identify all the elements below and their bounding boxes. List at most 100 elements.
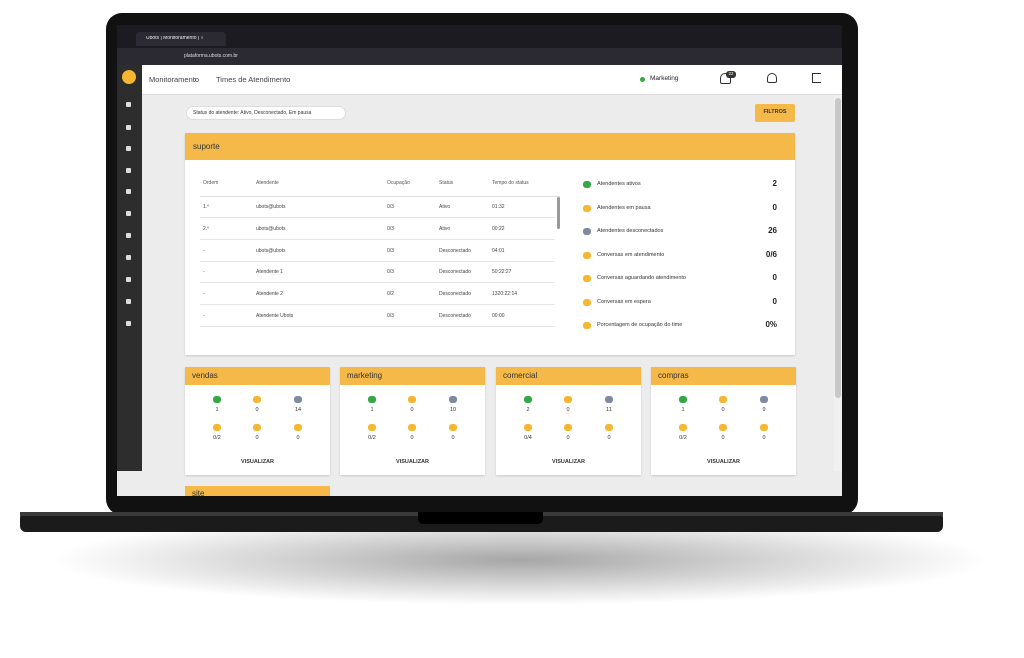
column-header: Ordem bbox=[203, 180, 219, 186]
team-card-header bbox=[185, 133, 795, 160]
table-cell: Desconectado bbox=[439, 248, 471, 254]
sidebar-icon[interactable] bbox=[126, 211, 131, 216]
table-cell: Desconectado bbox=[439, 313, 471, 319]
stat-label: Porcentagem de ocupação do time bbox=[597, 322, 683, 328]
status-dot bbox=[640, 77, 645, 82]
table-rule bbox=[200, 196, 560, 197]
table-cell: 0/3 bbox=[387, 269, 394, 275]
view-button[interactable]: VISUALIZAR bbox=[241, 459, 274, 465]
breadcrumb-root[interactable]: Monitoramento bbox=[149, 75, 200, 84]
sidebar-icon[interactable] bbox=[126, 255, 131, 260]
bell-icon[interactable] bbox=[720, 73, 731, 84]
window-controls[interactable] bbox=[772, 33, 837, 41]
sidebar-icon[interactable] bbox=[126, 189, 131, 194]
stat-value: 2 bbox=[772, 179, 777, 188]
user-icon[interactable] bbox=[767, 73, 777, 83]
sidebar-icon[interactable] bbox=[126, 146, 131, 151]
view-button[interactable]: VISUALIZAR bbox=[552, 459, 585, 465]
metric-value: 0 bbox=[566, 407, 570, 413]
shadow bbox=[50, 515, 990, 605]
table-cell: 2.º bbox=[203, 226, 209, 232]
filter-chip[interactable]: Status do atendente: Ativo, Desconectado… bbox=[186, 106, 346, 120]
metric-icon bbox=[760, 396, 768, 403]
table-cell: 00:00 bbox=[492, 313, 505, 319]
notification-badge: 22 bbox=[726, 71, 736, 78]
team-summary-name: site bbox=[192, 489, 205, 497]
browser-tab[interactable] bbox=[136, 32, 226, 46]
metric-value: 9 bbox=[762, 407, 766, 413]
sidebar-icon[interactable] bbox=[126, 102, 131, 107]
sidebar-icon[interactable] bbox=[126, 299, 131, 304]
metric-icon bbox=[294, 424, 302, 431]
table-cell: Ativo bbox=[439, 226, 451, 232]
stat-icon bbox=[583, 275, 591, 282]
scrollbar[interactable] bbox=[557, 197, 560, 229]
metric-value: 0 bbox=[255, 435, 259, 441]
stat-icon bbox=[583, 205, 591, 212]
row-rule bbox=[200, 261, 555, 262]
table-cell: Atendente Ubots bbox=[256, 313, 294, 319]
team-card bbox=[185, 133, 795, 355]
table-cell: 0/3 bbox=[387, 313, 394, 319]
stat-icon bbox=[583, 299, 591, 306]
notch bbox=[418, 512, 543, 524]
team-summary-card bbox=[185, 486, 330, 496]
team-summary-card bbox=[340, 367, 485, 475]
metric-value: 10 bbox=[449, 407, 457, 413]
table-cell: Atendente 1 bbox=[256, 269, 283, 275]
metric-value: 0/4 bbox=[524, 435, 532, 441]
metric-icon bbox=[760, 424, 768, 431]
logout-icon[interactable] bbox=[812, 73, 821, 83]
table-cell: Desconectado bbox=[439, 269, 471, 275]
sidebar-icon[interactable] bbox=[126, 233, 131, 238]
metric-value: 0/2 bbox=[368, 435, 376, 441]
stat-value: 0 bbox=[772, 297, 777, 306]
view-button[interactable]: VISUALIZAR bbox=[396, 459, 429, 465]
table-cell: 0/3 bbox=[387, 226, 394, 232]
tab-bar bbox=[117, 25, 842, 48]
sidebar-icon[interactable] bbox=[126, 168, 131, 173]
table-cell: 01:32 bbox=[492, 204, 505, 210]
sidebar-icon[interactable] bbox=[126, 125, 131, 130]
metric-value: 0 bbox=[296, 435, 300, 441]
screen: Ubots | Monitoramento | T plataforma.ubot… bbox=[117, 25, 842, 496]
stat-value: 0 bbox=[772, 273, 777, 282]
stat-label: Atendentes ativos bbox=[597, 181, 641, 187]
sidebar-icon[interactable] bbox=[126, 321, 131, 326]
app-header bbox=[142, 65, 842, 95]
metric-icon bbox=[605, 396, 613, 403]
table-cell: 0/3 bbox=[387, 248, 394, 254]
metric-value: 1 bbox=[370, 407, 374, 413]
row-rule bbox=[200, 326, 555, 327]
metric-icon bbox=[449, 424, 457, 431]
stat-value: 0/6 bbox=[765, 250, 777, 259]
table-cell: - bbox=[203, 291, 205, 297]
sidebar-icon[interactable] bbox=[126, 277, 131, 282]
metric-value: 0 bbox=[721, 407, 725, 413]
team-summary-header bbox=[185, 367, 330, 385]
metric-value: 0 bbox=[255, 407, 259, 413]
metric-icon bbox=[719, 396, 727, 403]
table-cell: 50:22:27 bbox=[492, 269, 512, 275]
metric-icon bbox=[253, 424, 261, 431]
filter-button[interactable]: FILTROS bbox=[755, 104, 795, 122]
table-cell: - bbox=[203, 248, 205, 254]
view-button[interactable]: VISUALIZAR bbox=[707, 459, 740, 465]
team-summary-header bbox=[340, 367, 485, 385]
stat-icon bbox=[583, 252, 591, 259]
metric-icon bbox=[408, 424, 416, 431]
metric-icon bbox=[368, 424, 376, 431]
metric-value: 2 bbox=[526, 407, 530, 413]
metric-icon bbox=[253, 396, 261, 403]
team-summary-name: comercial bbox=[503, 371, 538, 380]
scroll-thumb[interactable] bbox=[835, 98, 841, 398]
metric-icon bbox=[719, 424, 727, 431]
channel[interactable]: Marketing bbox=[650, 75, 679, 82]
metric-value: 14 bbox=[294, 407, 302, 413]
logo bbox=[122, 70, 136, 84]
metric-icon bbox=[524, 396, 532, 403]
metric-icon bbox=[564, 424, 572, 431]
table-cell: 1320:22:14 bbox=[492, 291, 518, 297]
team-summary-header bbox=[651, 367, 796, 385]
